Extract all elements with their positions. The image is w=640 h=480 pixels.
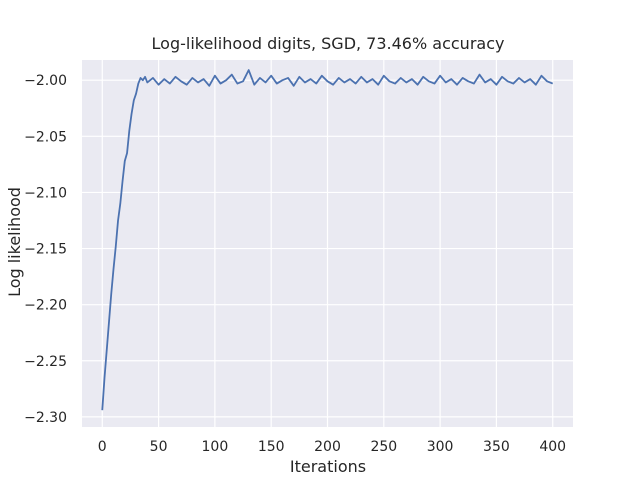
y-tick-label: −2.30 bbox=[24, 410, 67, 426]
x-tick-label: 100 bbox=[202, 439, 229, 455]
x-tick-label: 400 bbox=[539, 439, 566, 455]
y-tick-label: −2.25 bbox=[24, 354, 67, 370]
x-axis-label: Iterations bbox=[290, 457, 366, 476]
x-tick-label: 50 bbox=[150, 439, 168, 455]
chart-title: Log-likelihood digits, SGD, 73.46% accur… bbox=[152, 34, 505, 53]
y-tick-label: −2.15 bbox=[24, 242, 67, 258]
y-tick-label: −2.05 bbox=[24, 129, 67, 145]
x-tick-label: 200 bbox=[314, 439, 341, 455]
grid bbox=[82, 60, 573, 427]
x-tick-label: 250 bbox=[370, 439, 397, 455]
x-tick-labels: 0 50 100 150 200 250 300 350 400 bbox=[98, 439, 566, 455]
x-tick-label: 0 bbox=[98, 439, 107, 455]
y-tick-label: −2.20 bbox=[24, 298, 67, 314]
y-axis-label: Log likelihood bbox=[5, 187, 24, 297]
x-tick-label: 150 bbox=[258, 439, 285, 455]
series-line bbox=[101, 69, 554, 411]
x-tick-label: 300 bbox=[427, 439, 454, 455]
y-tick-labels: −2.30 −2.25 −2.20 −2.15 −2.10 −2.05 −2.00 bbox=[24, 73, 67, 426]
y-tick-label: −2.00 bbox=[24, 73, 67, 89]
y-tick-label: −2.10 bbox=[24, 185, 67, 201]
x-tick-label: 350 bbox=[483, 439, 510, 455]
